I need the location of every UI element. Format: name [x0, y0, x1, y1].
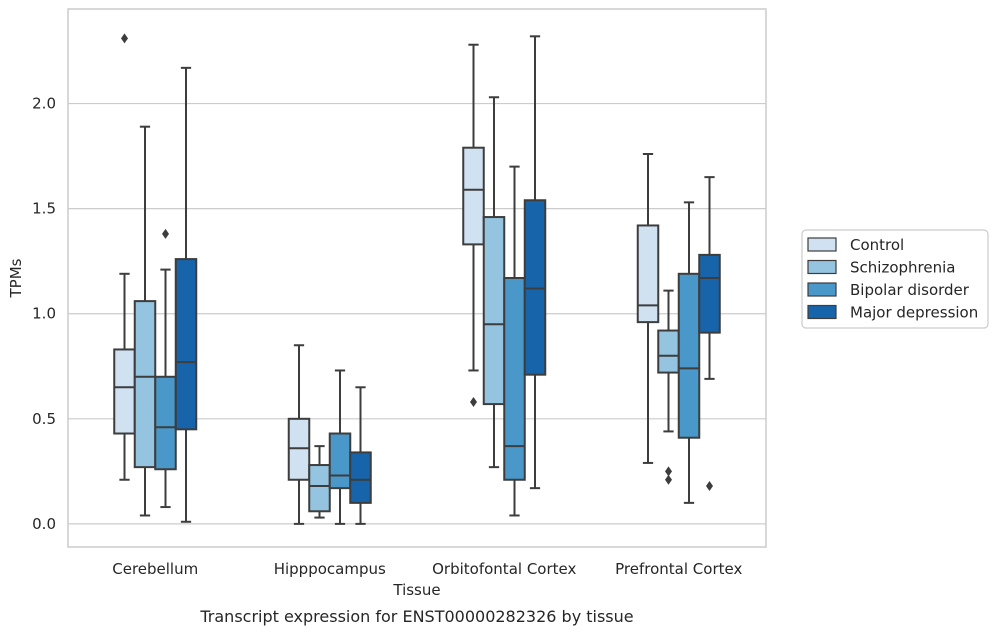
iqr-box	[154, 375, 177, 471]
legend-frame	[801, 229, 989, 329]
iqr-box	[328, 432, 352, 490]
y-axis-label: TPMs	[7, 258, 25, 298]
outlier-point	[665, 474, 672, 485]
legend-item: Bipolar disorder	[807, 281, 970, 299]
box-control	[636, 153, 660, 464]
x-tick-label: Hipppocampus	[274, 560, 386, 578]
outlier-point	[470, 396, 477, 407]
outlier-point	[121, 33, 128, 44]
legend-item: Major depression	[807, 304, 978, 322]
box-schizophrenia	[133, 125, 157, 517]
box-schizophrenia	[657, 289, 680, 485]
legend-swatch	[807, 282, 837, 297]
legend-label: Schizophrenia	[850, 259, 955, 277]
box-major-depression	[349, 386, 372, 525]
x-axis-ticks: Cerebellum Hipppocampus Orbitofontal Corte…	[112, 560, 742, 578]
iqr-box	[523, 199, 547, 376]
box-bipolar-disorder	[154, 228, 177, 509]
x-tick-label: Prefrontal Cortex	[615, 560, 742, 578]
legend-swatch	[807, 304, 837, 320]
legend-swatch	[807, 237, 837, 252]
legend-item: Schizophrenia	[807, 259, 955, 277]
box-bipolar-disorder	[503, 165, 526, 517]
legend-label: Control	[850, 236, 904, 254]
box-control	[462, 43, 485, 407]
iqr-box	[133, 300, 157, 469]
iqr-box	[636, 224, 660, 324]
legend: Control Schizophrenia Bipolar disorder Majo…	[801, 229, 989, 329]
iqr-box	[698, 253, 721, 334]
outlier-point	[162, 228, 169, 239]
y-tick-label: 1.0	[32, 305, 56, 323]
iqr-box	[174, 258, 198, 431]
iqr-box	[482, 216, 506, 406]
iqr-box	[657, 329, 680, 374]
box-schizophrenia	[308, 445, 331, 519]
y-tick-label: 1.5	[32, 200, 56, 218]
legend-label: Bipolar disorder	[850, 281, 970, 299]
box-major-depression	[523, 35, 547, 490]
x-tick-label: Orbitofontal Cortex	[432, 560, 576, 578]
y-axis-ticks: 0.0 0.5 1.0 1.5 2.0	[32, 95, 56, 533]
x-axis-label: Tissue	[392, 581, 440, 599]
box-schizophrenia	[482, 96, 506, 469]
y-tick-label: 0.5	[32, 410, 56, 428]
iqr-box	[349, 451, 372, 504]
legend-item: Control	[807, 236, 904, 254]
figure-caption: Transcript expression for ENST0000028232…	[199, 607, 633, 626]
outlier-point	[665, 466, 672, 477]
iqr-box	[113, 348, 136, 435]
box-bipolar-disorder	[328, 369, 352, 525]
y-tick-label: 2.0	[32, 95, 56, 113]
iqr-box	[503, 277, 526, 481]
box-major-depression	[174, 66, 198, 523]
legend-swatch	[807, 259, 837, 275]
box-control	[287, 344, 311, 525]
plot-area-frame	[67, 8, 767, 548]
box-bipolar-disorder	[677, 201, 701, 504]
iqr-box	[462, 146, 485, 246]
y-tick-label: 0.0	[32, 515, 56, 533]
box-control	[113, 33, 136, 481]
legend-label: Major depression	[850, 304, 978, 322]
box-series	[113, 33, 721, 525]
iqr-box	[677, 272, 701, 439]
iqr-box	[287, 417, 311, 481]
iqr-box	[308, 464, 331, 513]
box-major-depression	[698, 176, 721, 492]
outlier-point	[706, 481, 713, 492]
x-tick-label: Cerebellum	[112, 560, 198, 578]
